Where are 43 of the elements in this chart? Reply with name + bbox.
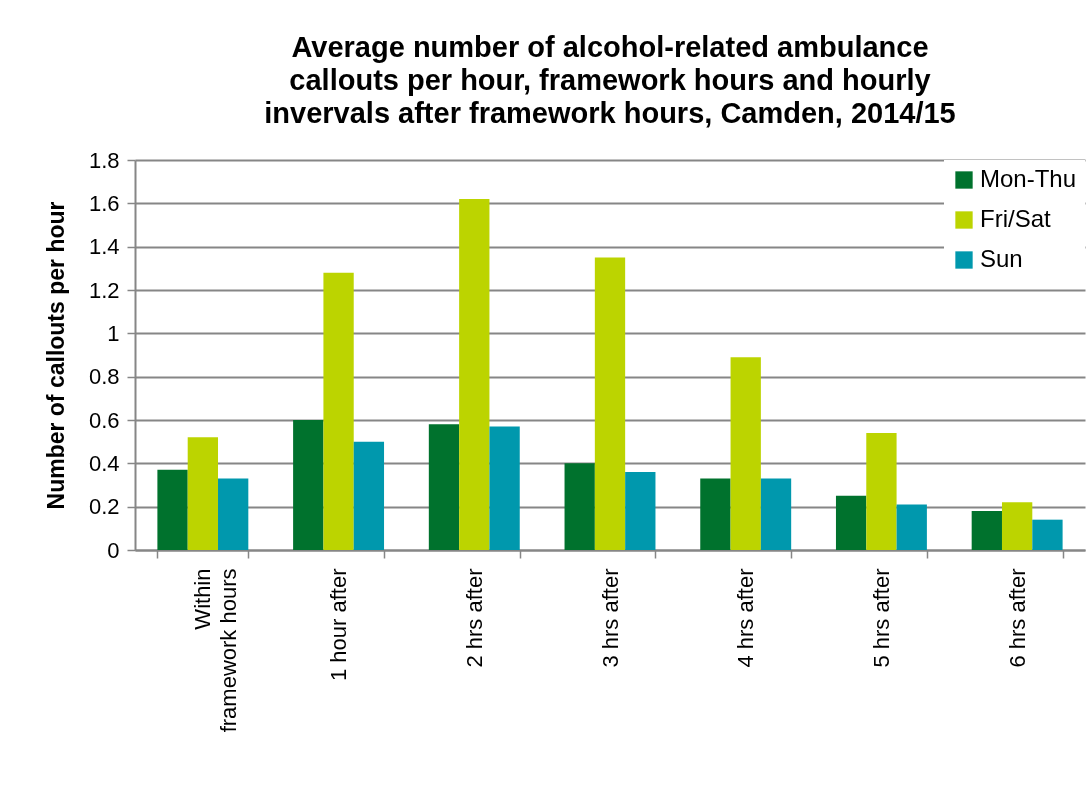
bar	[594, 257, 626, 550]
chart-title: Average number of alcohol-related ambulance callouts per hour, framework hours and hourly invervals after framework hours, Camden, 2014/15	[264, 31, 956, 129]
y-tick-label: 0.2	[88, 494, 120, 520]
bar	[428, 424, 460, 550]
x-tick-label: 6 hrs after	[1004, 568, 1030, 668]
x-tick-label: 3 hrs after	[597, 568, 623, 668]
y-tick-label: 0.8	[88, 364, 120, 390]
y-tick-label: 1.4	[88, 234, 120, 260]
bar	[700, 478, 731, 550]
bar	[187, 437, 219, 550]
bar	[760, 478, 792, 550]
y-axis-title: Number of callouts per hour	[42, 201, 69, 510]
y-tick-label: 1.2	[88, 277, 120, 303]
bar	[971, 511, 1002, 550]
bar	[1032, 519, 1063, 550]
y-tick-label: 0.6	[88, 407, 120, 433]
bar	[866, 433, 897, 550]
bar	[157, 469, 188, 550]
y-tick-label: 1.6	[88, 190, 120, 216]
x-tick-label: 5 hrs after	[868, 568, 894, 668]
legend-label: Mon-Thu	[980, 165, 1077, 192]
bar	[459, 199, 490, 550]
x-tick-label: Within framework hours	[190, 568, 242, 733]
bar	[1001, 502, 1033, 550]
bar	[353, 441, 385, 550]
bar	[835, 495, 867, 550]
bar	[896, 504, 927, 550]
x-tick-label: 4 hrs after	[733, 568, 759, 668]
legend-label: Fri/Sat	[980, 205, 1052, 232]
y-tick-label: 1.8	[88, 147, 120, 173]
bar	[730, 357, 761, 550]
bar	[323, 272, 354, 550]
legend-label: Sun	[980, 245, 1023, 272]
y-tick-label: 0	[107, 537, 120, 563]
bar	[564, 463, 595, 550]
bar	[489, 426, 520, 550]
bar	[218, 478, 249, 550]
y-tick-label: 1	[107, 320, 120, 346]
x-tick-label: 1 hour after	[326, 568, 352, 682]
bar	[625, 472, 656, 550]
bar	[293, 420, 324, 550]
y-tick-label: 0.4	[88, 450, 120, 476]
x-tick-label: 2 hrs after	[461, 568, 487, 668]
